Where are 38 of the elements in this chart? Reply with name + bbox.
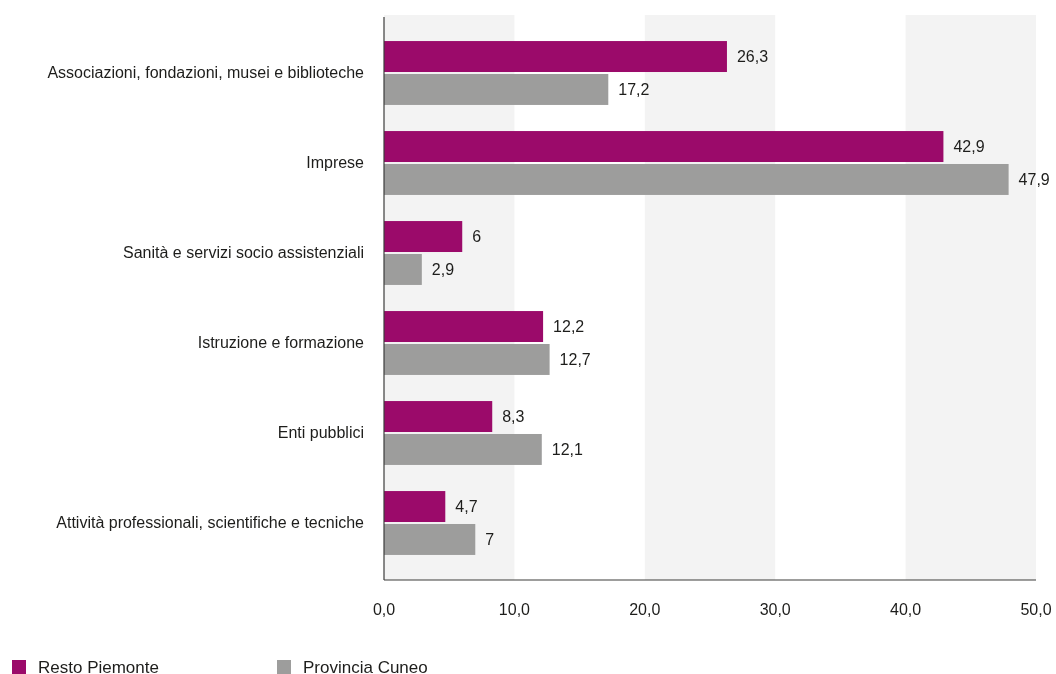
data-label: 42,9: [953, 138, 985, 156]
data-label: 6: [472, 228, 482, 246]
legend-label: Provincia Cuneo: [303, 657, 428, 674]
bar: [384, 343, 550, 375]
y-tick-label: Imprese: [306, 153, 365, 171]
data-label: 7: [485, 530, 495, 548]
x-tick-label: 10,0: [498, 600, 531, 618]
data-label: 12,2: [553, 318, 585, 336]
bar: [384, 401, 493, 433]
bar: [384, 163, 1009, 195]
legend-label: Resto Piemonte: [38, 657, 159, 674]
x-tick-label: 20,0: [629, 600, 661, 618]
data-label: 4,7: [455, 498, 478, 516]
y-tick-label: Associazioni, fondazioni, musei e biblioteche: [47, 63, 365, 81]
bar: [384, 433, 542, 465]
y-tick-label: Sanità e servizi socio assistenziali: [123, 243, 364, 261]
x-tick-label: 50,0: [1020, 600, 1052, 618]
bar: [384, 41, 727, 73]
data-label: 12,1: [551, 440, 584, 458]
data-label: 26,3: [736, 48, 769, 66]
bar: [384, 253, 422, 285]
bar: [384, 221, 463, 253]
x-tick-label: 40,0: [890, 600, 922, 618]
bar: [384, 523, 476, 555]
x-tick-label: 30,0: [759, 600, 791, 618]
bar: [384, 491, 446, 523]
data-label: 8,3: [502, 408, 525, 426]
y-tick-label: Enti pubblici: [277, 423, 364, 441]
data-label: 17,2: [618, 80, 650, 98]
bar: [384, 73, 609, 105]
data-label: 12,7: [559, 350, 591, 368]
y-tick-label: Attività professionali, scientifiche e tecniche: [56, 513, 365, 531]
data-label: 2,9: [431, 260, 455, 278]
data-label: 47,9: [1018, 170, 1050, 188]
y-tick-label: Istruzione e formazione: [197, 333, 365, 351]
bar: [384, 131, 944, 163]
bar: [384, 311, 544, 343]
x-tick-label: 0,0: [372, 600, 396, 618]
